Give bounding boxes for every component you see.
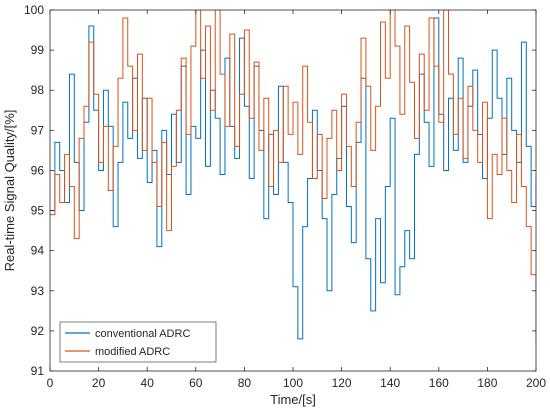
axis-ticks: 0 20 40 60 80 100 120 140 160 180 200 91 92 93 94 95 96 9… <box>24 3 546 390</box>
legend: conventional ADRC modified ADRC <box>59 321 217 363</box>
x-axis-label: Time/[s] <box>270 392 316 407</box>
y-tick-label: 95 <box>31 204 45 218</box>
y-tick-label: 93 <box>31 284 45 298</box>
legend-label-modified-adrc: modified ADRC <box>95 346 170 358</box>
x-tick-label: 80 <box>238 376 252 390</box>
x-tick-label: 140 <box>380 376 400 390</box>
x-tick-label: 120 <box>332 376 352 390</box>
x-tick-label: 100 <box>283 376 303 390</box>
y-axis-label: Real-time Signal Quality/[%] <box>2 110 17 272</box>
x-tick-label: 160 <box>429 376 449 390</box>
y-tick-label: 99 <box>31 43 45 57</box>
series-line-modified-adrc <box>50 10 536 343</box>
x-tick-label: 200 <box>526 376 546 390</box>
y-tick-label: 96 <box>31 163 45 177</box>
x-tick-label: 20 <box>92 376 106 390</box>
y-tick-label: 97 <box>31 123 45 137</box>
series-layer <box>50 10 536 343</box>
y-tick-label: 92 <box>31 324 45 338</box>
x-tick-label: 180 <box>477 376 497 390</box>
x-tick-label: 60 <box>189 376 203 390</box>
y-tick-label: 91 <box>31 364 45 378</box>
x-tick-label: 40 <box>141 376 155 390</box>
x-tick-label: 0 <box>47 376 54 390</box>
y-tick-label: 94 <box>31 244 45 258</box>
y-tick-label: 100 <box>24 3 44 17</box>
legend-box <box>59 321 217 363</box>
y-tick-label: 98 <box>31 83 45 97</box>
legend-label-conventional-adrc: conventional ADRC <box>95 328 190 340</box>
